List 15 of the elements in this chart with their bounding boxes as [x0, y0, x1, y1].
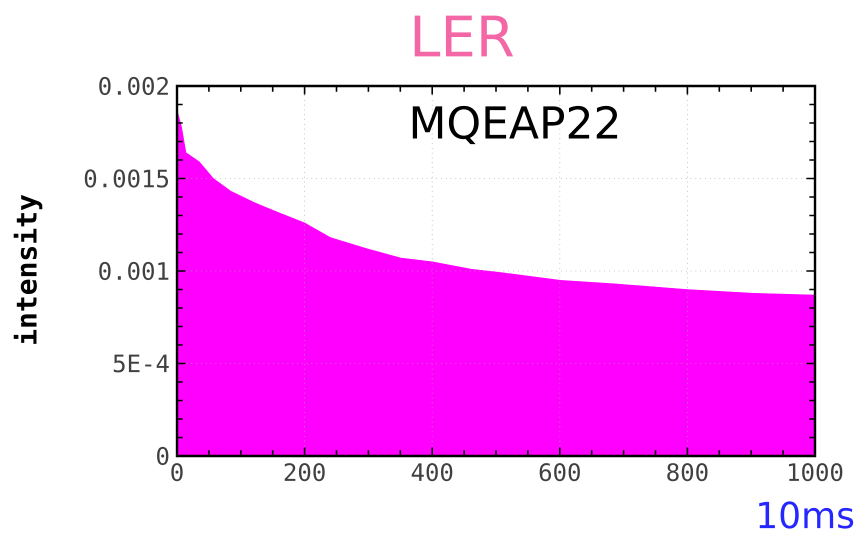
x-tick-label: 600: [540, 462, 580, 482]
annotation: MQEAP22: [412, 106, 618, 144]
x-tick-label: 1000: [789, 462, 842, 482]
y-tick-label: 0.0015: [84, 169, 168, 188]
y-tick-label: 5E-4: [114, 354, 169, 372]
x-tick-label: 400: [412, 462, 452, 482]
y-axis-title: intensity: [14, 194, 42, 344]
y-tick-label: 0.001: [99, 262, 168, 280]
x-axis-title: 10ms: [759, 501, 854, 528]
x-tick-label: 200: [284, 462, 325, 482]
x-tick-label: 0: [171, 462, 183, 482]
y-tick-label: 0: [157, 446, 168, 465]
y-tick-label: 0.002: [99, 76, 168, 95]
x-tick-label: 800: [667, 462, 708, 482]
chart-title: LER: [414, 15, 514, 56]
